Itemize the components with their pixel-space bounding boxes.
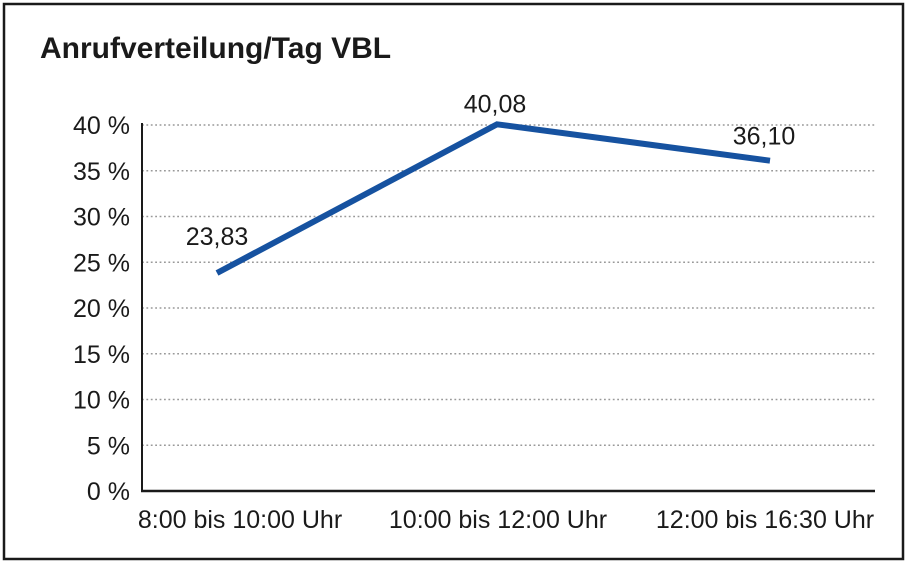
x-axis-category-labels: 8:00 bis 10:00 Uhr 10:00 bis 12:00 Uhr 12:… bbox=[138, 506, 874, 534]
y-tick-label: 10 % bbox=[73, 387, 130, 415]
y-tick-label: 35 % bbox=[73, 158, 130, 186]
y-tick-label: 15 % bbox=[73, 341, 130, 369]
data-point-label: 40,08 bbox=[464, 90, 527, 118]
gridlines bbox=[142, 124, 875, 446]
y-tick-label: 5 % bbox=[87, 432, 130, 460]
x-category-label: 10:00 bis 12:00 Uhr bbox=[389, 506, 607, 534]
x-category-label: 8:00 bis 10:00 Uhr bbox=[138, 506, 342, 534]
y-tick-label: 0 % bbox=[87, 478, 130, 506]
data-line-series bbox=[215, 121, 771, 276]
chart-title: Anrufverteilung/Tag VBL bbox=[40, 32, 391, 65]
chart-border bbox=[2, 2, 905, 561]
x-category-label: 12:00 bis 16:30 Uhr bbox=[656, 506, 874, 534]
axes bbox=[141, 123, 875, 493]
y-axis-tick-labels: 0 % 5 % 10 % 15 % 20 % 25 % 30 % 35 % 40 % bbox=[73, 112, 130, 506]
y-tick-label: 20 % bbox=[73, 295, 130, 323]
data-point-label: 23,83 bbox=[186, 223, 249, 251]
y-tick-label: 25 % bbox=[73, 249, 130, 277]
y-tick-label: 30 % bbox=[73, 204, 130, 232]
data-point-labels: 23,83 40,08 36,10 bbox=[186, 90, 796, 251]
y-tick-label: 40 % bbox=[73, 112, 130, 140]
data-point-label: 36,10 bbox=[733, 123, 796, 151]
